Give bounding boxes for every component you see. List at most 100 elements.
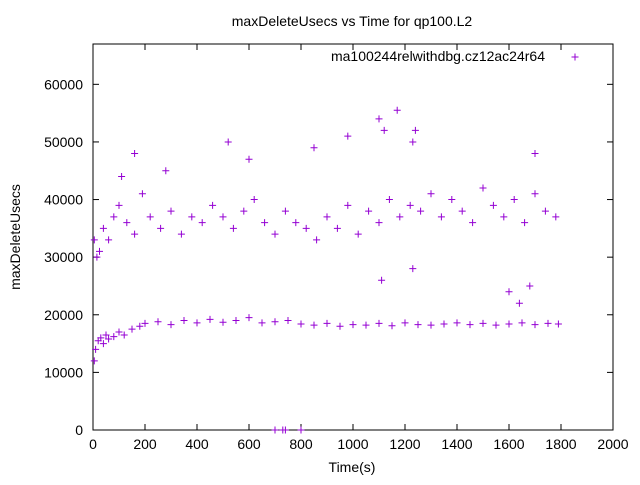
x-tick-label: 400	[185, 436, 209, 452]
data-point	[229, 224, 237, 232]
data-point	[515, 299, 523, 307]
data-point	[167, 207, 175, 215]
data-point	[375, 115, 383, 123]
data-point	[224, 138, 232, 146]
data-point	[417, 207, 425, 215]
data-point	[323, 213, 331, 221]
data-point	[531, 149, 539, 157]
data-point	[427, 190, 435, 198]
data-point	[531, 190, 539, 198]
data-point	[93, 253, 101, 261]
data-point	[411, 126, 419, 134]
data-point	[250, 196, 258, 204]
data-point	[469, 219, 477, 227]
data-point	[138, 190, 146, 198]
legend-label: ma100244relwithdbg.cz12ac24r64	[331, 48, 545, 64]
data-point	[544, 319, 552, 327]
data-point	[302, 224, 310, 232]
data-point	[240, 207, 248, 215]
data-point	[396, 213, 404, 221]
data-point	[162, 167, 170, 175]
data-point	[500, 213, 508, 221]
data-point	[297, 320, 305, 328]
data-point	[388, 322, 396, 330]
data-point	[281, 426, 289, 434]
data-point	[333, 224, 341, 232]
x-tick-label: 200	[133, 436, 157, 452]
data-point	[310, 144, 318, 152]
data-point	[154, 318, 162, 326]
x-tick-label: 800	[289, 436, 313, 452]
data-point	[297, 426, 305, 434]
data-point	[157, 224, 165, 232]
data-point	[105, 236, 113, 244]
y-tick-label: 30000	[44, 249, 83, 265]
data-point	[344, 132, 352, 140]
data-point	[209, 201, 217, 209]
data-point	[552, 213, 560, 221]
data-point	[188, 213, 196, 221]
data-point	[479, 184, 487, 192]
y-tick-label: 50000	[44, 134, 83, 150]
data-point	[510, 196, 518, 204]
data-point	[99, 340, 107, 348]
data-point	[385, 196, 393, 204]
data-point	[97, 334, 105, 342]
data-point	[284, 317, 292, 325]
data-point	[115, 328, 123, 336]
data-point	[409, 138, 417, 146]
y-tick-label: 60000	[44, 76, 83, 92]
data-point	[90, 236, 98, 244]
data-point	[380, 126, 388, 134]
data-point	[99, 224, 107, 232]
data-point	[492, 321, 500, 329]
data-point	[362, 321, 370, 329]
y-axis-label: maxDeleteUsecs	[7, 184, 23, 290]
y-tick-label: 20000	[44, 307, 83, 323]
x-axis-label: Time(s)	[329, 459, 376, 475]
legend-marker	[571, 53, 579, 61]
x-tick-label: 1800	[545, 436, 576, 452]
data-point	[102, 331, 110, 339]
data-point	[105, 335, 113, 343]
data-point	[206, 315, 214, 323]
legend: ma100244relwithdbg.cz12ac24r64	[331, 48, 579, 64]
data-point	[505, 288, 513, 296]
data-point	[141, 319, 149, 327]
data-point	[90, 357, 98, 365]
data-point	[110, 333, 118, 341]
data-point	[479, 319, 487, 327]
data-point	[344, 201, 352, 209]
y-tick-label: 0	[75, 422, 83, 438]
data-point	[281, 207, 289, 215]
data-point	[136, 322, 144, 330]
data-point	[554, 320, 562, 328]
data-point	[310, 321, 318, 329]
x-tick-label: 2000	[597, 436, 628, 452]
data-point	[128, 325, 136, 333]
data-point	[271, 230, 279, 238]
x-tick-label: 1200	[389, 436, 420, 452]
data-point	[96, 247, 103, 255]
data-point	[393, 106, 401, 114]
data-point	[219, 213, 227, 221]
y-tick-label: 10000	[44, 364, 83, 380]
plot-frame	[92, 43, 614, 431]
data-point	[110, 213, 118, 221]
data-point	[131, 149, 139, 157]
data-point	[458, 207, 466, 215]
data-point	[440, 320, 448, 328]
data-point	[531, 321, 539, 329]
data-point	[120, 331, 128, 339]
data-point	[409, 265, 417, 273]
data-point	[336, 322, 344, 330]
data-point	[261, 219, 269, 227]
data-point	[193, 319, 201, 327]
data-point	[406, 201, 414, 209]
data-point	[180, 317, 188, 325]
data-point	[349, 321, 357, 329]
data-point	[131, 230, 139, 238]
data-point	[448, 196, 456, 204]
